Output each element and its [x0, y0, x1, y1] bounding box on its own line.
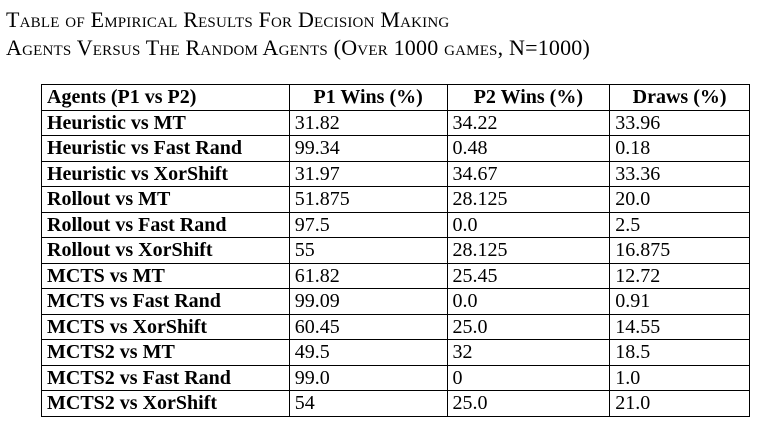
caption-line-1: Table of Empirical Results For Decision …: [6, 7, 450, 32]
cell-p2-wins: 28.125: [446, 186, 611, 213]
cell-p2-wins: 0: [446, 364, 611, 391]
table-row: MCTS vs Fast Rand 99.09 0.0 0.91: [41, 288, 750, 315]
cell-agents: Rollout vs MT: [41, 186, 290, 213]
table-row: Heuristic vs XorShift 31.97 34.67 33.36: [41, 160, 750, 187]
cell-p1-wins: 31.82: [288, 109, 448, 136]
table-row: Rollout vs MT 51.875 28.125 20.0: [41, 186, 750, 213]
cell-agents: MCTS vs Fast Rand: [41, 288, 290, 315]
cell-agents: Rollout vs XorShift: [41, 237, 290, 264]
cell-p2-wins: 34.67: [446, 160, 611, 187]
cell-agents: MCTS2 vs MT: [41, 339, 290, 366]
header-p2-wins: P2 Wins (%): [446, 84, 611, 111]
cell-agents: Heuristic vs MT: [41, 109, 290, 136]
cell-draws: 21.0: [609, 390, 750, 417]
table-row: Rollout vs Fast Rand 97.5 0.0 2.5: [41, 211, 750, 238]
cell-p2-wins: 0.48: [446, 135, 611, 162]
cell-draws: 33.36: [609, 160, 750, 187]
cell-draws: 0.18: [609, 135, 750, 162]
cell-p1-wins: 99.09: [288, 288, 448, 315]
cell-agents: MCTS vs XorShift: [41, 313, 290, 340]
cell-draws: 33.96: [609, 109, 750, 136]
table-row: Rollout vs XorShift 55 28.125 16.875: [41, 237, 750, 264]
cell-agents: MCTS vs MT: [41, 262, 290, 289]
cell-agents: Heuristic vs XorShift: [41, 160, 290, 187]
table-row: MCTS2 vs MT 49.5 32 18.5: [41, 339, 750, 366]
cell-p2-wins: 28.125: [446, 237, 611, 264]
header-p1-wins: P1 Wins (%): [288, 84, 448, 111]
cell-draws: 12.72: [609, 262, 750, 289]
cell-p2-wins: 0.0: [446, 211, 611, 238]
cell-agents: Rollout vs Fast Rand: [41, 211, 290, 238]
cell-p1-wins: 55: [288, 237, 448, 264]
results-table: Agents (P1 vs P2) P1 Wins (%) P2 Wins (%…: [41, 84, 750, 417]
cell-p1-wins: 51.875: [288, 186, 448, 213]
cell-p1-wins: 99.34: [288, 135, 448, 162]
cell-p1-wins: 60.45: [288, 313, 448, 340]
table-row: Heuristic vs MT 31.82 34.22 33.96: [41, 109, 750, 136]
table-row: MCTS vs XorShift 60.45 25.0 14.55: [41, 313, 750, 340]
cell-draws: 18.5: [609, 339, 750, 366]
header-row: Agents (P1 vs P2) P1 Wins (%) P2 Wins (%…: [41, 84, 750, 111]
table-row: MCTS2 vs Fast Rand 99.0 0 1.0: [41, 364, 750, 391]
cell-draws: 1.0: [609, 364, 750, 391]
cell-p1-wins: 97.5: [288, 211, 448, 238]
cell-p1-wins: 61.82: [288, 262, 448, 289]
header-draws: Draws (%): [609, 84, 750, 111]
cell-p1-wins: 31.97: [288, 160, 448, 187]
table-row: MCTS vs MT 61.82 25.45 12.72: [41, 262, 750, 289]
cell-p2-wins: 32: [446, 339, 611, 366]
caption-line-2: Agents Versus The Random Agents (Over 10…: [6, 35, 591, 60]
cell-p2-wins: 25.0: [446, 313, 611, 340]
table-row: MCTS2 vs XorShift 54 25.0 21.0: [41, 390, 750, 417]
cell-p2-wins: 34.22: [446, 109, 611, 136]
cell-agents: MCTS2 vs XorShift: [41, 390, 290, 417]
cell-draws: 0.91: [609, 288, 750, 315]
table-row: Heuristic vs Fast Rand 99.34 0.48 0.18: [41, 135, 750, 162]
table-body: Heuristic vs MT 31.82 34.22 33.96 Heuristic …: [41, 109, 750, 417]
cell-p1-wins: 54: [288, 390, 448, 417]
cell-draws: 20.0: [609, 186, 750, 213]
cell-draws: 16.875: [609, 237, 750, 264]
cell-draws: 14.55: [609, 313, 750, 340]
cell-p1-wins: 49.5: [288, 339, 448, 366]
cell-draws: 2.5: [609, 211, 750, 238]
cell-p2-wins: 0.0: [446, 288, 611, 315]
table-caption: Table of Empirical Results For Decision …: [6, 6, 766, 62]
cell-p2-wins: 25.0: [446, 390, 611, 417]
cell-agents: MCTS2 vs Fast Rand: [41, 364, 290, 391]
cell-agents: Heuristic vs Fast Rand: [41, 135, 290, 162]
cell-p1-wins: 99.0: [288, 364, 448, 391]
header-agents: Agents (P1 vs P2): [41, 84, 290, 111]
cell-p2-wins: 25.45: [446, 262, 611, 289]
